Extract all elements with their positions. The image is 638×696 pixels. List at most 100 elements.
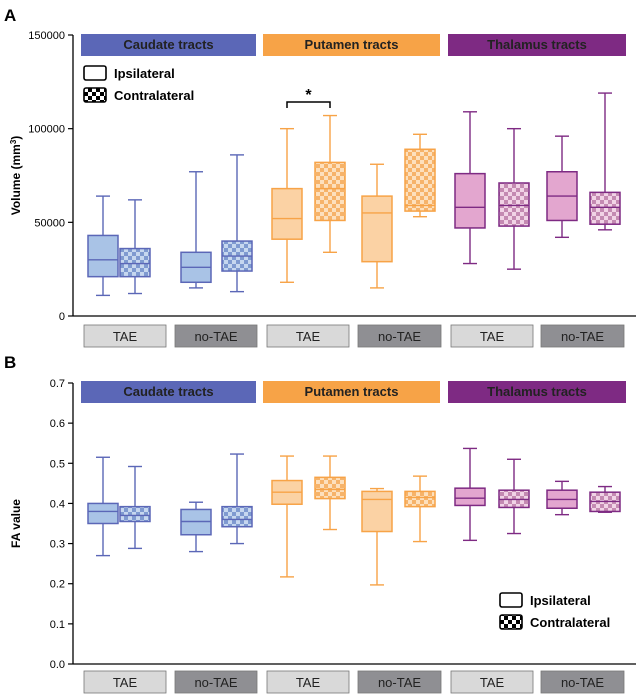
y-tick-label: 0 <box>59 311 65 323</box>
box-caudate-TAE-contralateral <box>119 465 151 550</box>
tract-header-label: Caudate tracts <box>123 384 213 399</box>
y-tick-label: 150000 <box>28 30 65 42</box>
box-thalamus-no-TAE-contralateral <box>589 485 621 513</box>
y-tick-label: 0.4 <box>50 498 65 510</box>
group-label-box <box>83 670 167 694</box>
box-putamen-no-TAE-contralateral <box>404 475 436 543</box>
box-caudate-TAE-ipsilateral <box>87 195 119 297</box>
group-label-box <box>357 324 442 348</box>
box-iqr <box>221 505 253 528</box>
group-label-box <box>266 324 350 348</box>
box-thalamus-no-TAE-ipsilateral <box>546 135 578 239</box>
box-caudate-TAE-ipsilateral <box>87 456 119 557</box>
tract-header-label: Putamen tracts <box>305 384 399 399</box>
tract-header-thalamus <box>448 381 626 403</box>
tract-header-label: Thalamus tracts <box>487 384 587 399</box>
box-thalamus-TAE-contralateral <box>498 127 530 270</box>
box-putamen-TAE-ipsilateral <box>271 127 303 283</box>
y-axis-label: FA value <box>9 499 23 548</box>
panel-label: B <box>4 353 16 372</box>
box-caudate-no-TAE-ipsilateral <box>180 501 212 553</box>
box-putamen-TAE-contralateral <box>314 455 346 531</box>
box-thalamus-TAE-ipsilateral <box>454 111 486 265</box>
group-label: no-TAE <box>194 329 237 344</box>
y-tick-label: 100000 <box>28 124 65 136</box>
y-tick-label: 50000 <box>34 217 65 229</box>
group-label: TAE <box>113 329 138 344</box>
box-iqr <box>498 182 530 227</box>
group-label: no-TAE <box>378 675 421 690</box>
box-iqr <box>314 161 346 222</box>
group-label-box <box>174 670 258 694</box>
significance-bracket <box>286 101 331 108</box>
tract-header-thalamus <box>448 34 626 56</box>
box-iqr <box>454 487 486 507</box>
box-iqr <box>361 195 393 263</box>
box-thalamus-no-TAE-ipsilateral <box>546 480 578 516</box>
box-thalamus-TAE-contralateral <box>498 458 530 535</box>
box-iqr <box>361 490 393 533</box>
panel-B: B 0.0 0.1 0.2 0.3 0.4 0.5 0.6 0.7 FA value Caudate… <box>4 353 636 694</box>
y-tick-label: 0.2 <box>50 579 65 591</box>
legend-label: Contralateral <box>114 88 194 103</box>
group-label-box <box>450 670 534 694</box>
legend-label: Ipsilateral <box>530 593 591 608</box>
group-label: TAE <box>113 675 138 690</box>
box-thalamus-TAE-ipsilateral <box>454 447 486 542</box>
box-putamen-TAE-contralateral <box>314 114 346 254</box>
legend-label: Ipsilateral <box>114 66 175 81</box>
tract-header-caudate <box>81 34 256 56</box>
group-label: no-TAE <box>378 329 421 344</box>
group-label-box <box>83 324 167 348</box>
tract-header-putamen <box>263 34 440 56</box>
group-label: TAE <box>480 329 505 344</box>
tract-header-caudate <box>81 381 256 403</box>
tract-header-label: Putamen tracts <box>305 37 399 52</box>
group-label-box <box>174 324 258 348</box>
group-label-box <box>450 324 534 348</box>
box-iqr <box>119 247 151 278</box>
y-tick-label: 0.6 <box>50 418 65 430</box>
box-caudate-TAE-contralateral <box>119 199 151 295</box>
box-iqr <box>87 234 119 278</box>
box-iqr <box>87 502 119 525</box>
group-label-box <box>357 670 442 694</box>
y-tick-label: 0.3 <box>50 539 65 551</box>
box-iqr <box>454 172 486 229</box>
significance-label: * <box>305 87 312 104</box>
group-label: TAE <box>296 675 321 690</box>
box-putamen-no-TAE-ipsilateral <box>361 163 393 289</box>
box-putamen-no-TAE-ipsilateral <box>361 487 393 586</box>
y-tick-label: 0.0 <box>50 659 65 671</box>
group-label-box <box>266 670 350 694</box>
group-label-box <box>540 670 625 694</box>
box-iqr <box>404 148 436 212</box>
panel-label: A <box>4 6 16 25</box>
legend-swatch-contralateral <box>499 614 523 630</box>
group-label-box <box>540 324 625 348</box>
panel-A: A 0 50000 100000 150000 Volume (mm3) Caudate t… <box>4 6 636 348</box>
legend-swatch-ipsilateral <box>499 592 523 608</box>
group-label: no-TAE <box>561 329 604 344</box>
box-iqr <box>589 191 621 225</box>
y-tick-label: 0.5 <box>50 458 65 470</box>
group-label: no-TAE <box>561 675 604 690</box>
box-putamen-TAE-ipsilateral <box>271 455 303 578</box>
box-iqr <box>314 476 346 500</box>
group-label: TAE <box>480 675 505 690</box>
box-iqr <box>404 490 436 508</box>
box-caudate-no-TAE-ipsilateral <box>180 171 212 289</box>
box-thalamus-no-TAE-contralateral <box>589 92 621 231</box>
legend-swatch-contralateral <box>83 87 107 103</box>
box-caudate-no-TAE-contralateral <box>221 154 253 293</box>
tract-header-putamen <box>263 381 440 403</box>
box-iqr <box>119 505 151 523</box>
legend-label: Contralateral <box>530 615 610 630</box>
y-axis-label: Volume (mm3) <box>9 136 24 216</box>
tract-header-label: Caudate tracts <box>123 37 213 52</box>
box-caudate-no-TAE-contralateral <box>221 453 253 545</box>
y-tick-label: 0.1 <box>50 619 65 631</box>
group-label: no-TAE <box>194 675 237 690</box>
tract-header-label: Thalamus tracts <box>487 37 587 52</box>
